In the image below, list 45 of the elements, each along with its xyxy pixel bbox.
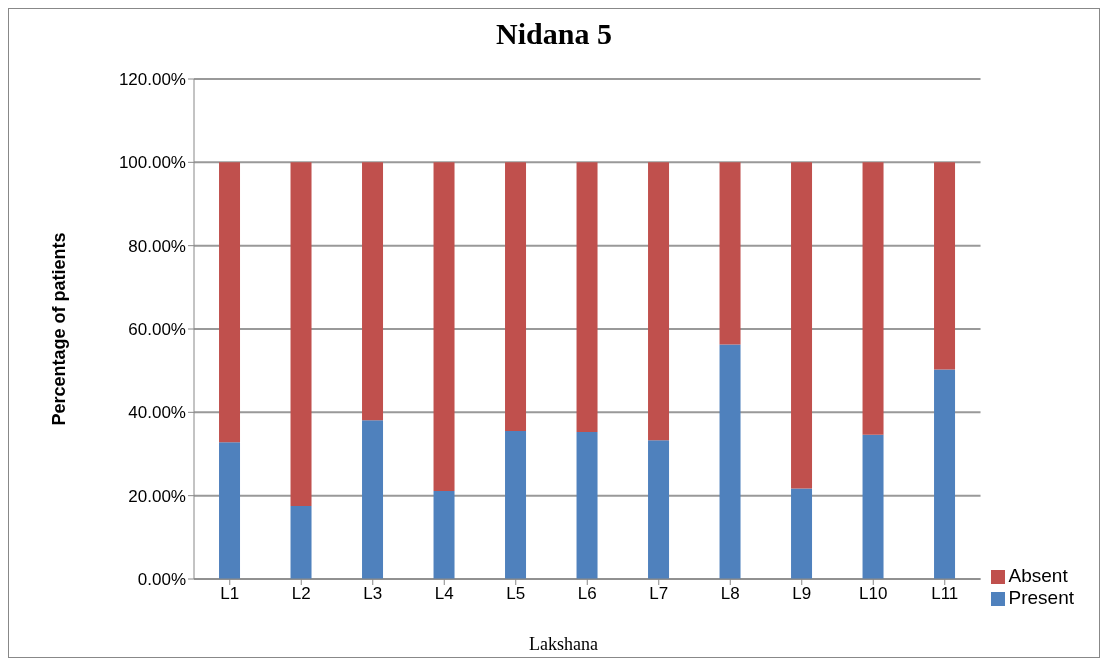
- x-tick-label: L2: [291, 584, 311, 604]
- y-tick-label: 80.00%: [128, 236, 186, 256]
- bar: [648, 162, 670, 441]
- bar: [576, 431, 598, 579]
- x-axis-title: Lakshana: [529, 634, 598, 655]
- x-tick-label: L3: [363, 584, 383, 604]
- bar: [862, 162, 884, 435]
- bar: [719, 344, 741, 579]
- bar: [433, 162, 455, 492]
- bar: [505, 431, 527, 579]
- legend-label: Absent: [1008, 565, 1068, 586]
- x-tick-label: L11: [931, 584, 959, 604]
- bar: [219, 162, 241, 443]
- y-tick-label: 40.00%: [128, 403, 186, 423]
- legend-label: Present: [1008, 587, 1074, 608]
- bar: [791, 162, 813, 489]
- bar: [934, 162, 956, 370]
- bar: [505, 162, 527, 432]
- x-tick-label: L8: [720, 584, 740, 604]
- y-tick-label: 60.00%: [128, 320, 186, 340]
- bar: [576, 162, 598, 432]
- y-tick-label: 100.00%: [118, 153, 186, 173]
- bar: [433, 491, 455, 579]
- x-tick-label: L9: [792, 584, 812, 604]
- bar: [219, 442, 241, 579]
- bar: [719, 162, 741, 345]
- x-tick-label: L5: [506, 584, 526, 604]
- x-tick-label: L6: [577, 584, 597, 604]
- y-axis-title: Percentage of patients: [48, 232, 70, 426]
- x-tick-label: L10: [859, 584, 888, 604]
- x-tick-label: L1: [220, 584, 240, 604]
- bar: [362, 162, 384, 421]
- bar: [862, 434, 884, 579]
- x-tick-label: L7: [649, 584, 669, 604]
- bar: [290, 162, 312, 507]
- bar: [290, 506, 312, 579]
- bar: [934, 369, 956, 579]
- y-tick-label: 0.00%: [137, 570, 186, 590]
- y-tick-label: 120.00%: [118, 70, 186, 90]
- bar: [791, 488, 813, 579]
- x-tick-label: L4: [434, 584, 454, 604]
- chart-title: Nidana 5: [495, 17, 613, 51]
- bar: [648, 440, 670, 579]
- bar: [362, 420, 384, 579]
- y-tick-label: 20.00%: [128, 486, 186, 506]
